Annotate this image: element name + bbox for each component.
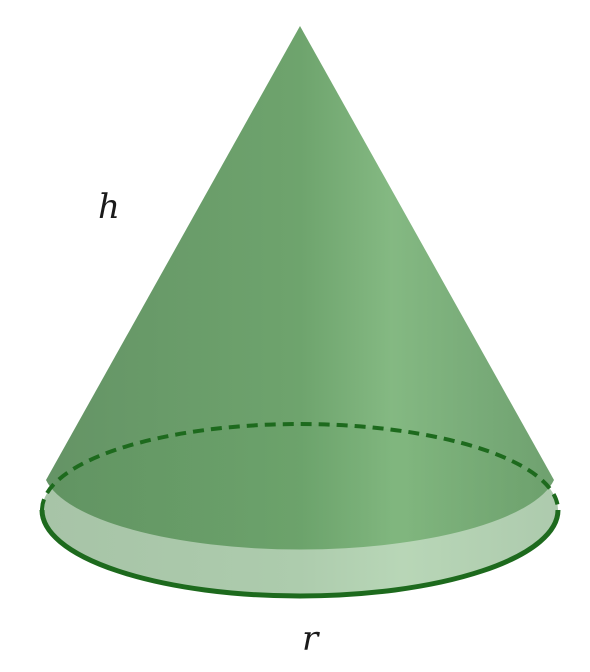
height-label: h — [98, 190, 120, 224]
radius-label: r — [302, 622, 318, 656]
